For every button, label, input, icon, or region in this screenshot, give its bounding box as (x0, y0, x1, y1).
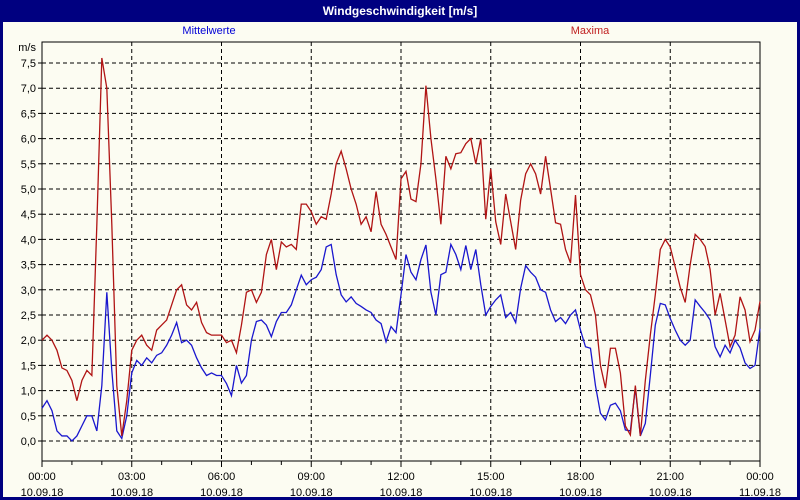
x-tick-date-label: 10.09.18 (649, 487, 692, 497)
y-tick-label: 3,0 (21, 285, 36, 297)
x-tick-time-label: 00:00 (746, 471, 774, 483)
x-tick-time-label: 03:00 (118, 471, 146, 483)
x-tick-date-label: 10.09.18 (380, 487, 423, 497)
x-tick-date-label: 10.09.18 (469, 487, 512, 497)
y-tick-label: 5,0 (21, 184, 36, 196)
x-tick-date-label: 10.09.18 (110, 487, 153, 497)
legend-item-maxima: Maxima (570, 25, 610, 37)
x-tick-time-label: 21:00 (656, 471, 684, 483)
x-tick-time-label: 12:00 (387, 471, 415, 483)
x-tick-time-label: 06:00 (208, 471, 236, 483)
x-tick-time-label: 18:00 (567, 471, 595, 483)
plot-border (41, 41, 761, 462)
x-tick-date-label: 10.09.18 (559, 487, 602, 497)
y-tick-label: 6,5 (21, 108, 36, 120)
legend-item-mittelwerte: Mittelwerte (182, 25, 236, 37)
series-line-maxima (41, 57, 761, 438)
y-tick-label: 3,5 (21, 260, 36, 272)
y-tick-label: 4,5 (21, 209, 36, 221)
window-title: Windgeschwindigkeit [m/s] (322, 4, 478, 18)
x-tick-date-label: 10.09.18 (200, 487, 243, 497)
chart-surface: Mittelwerte Maxima 0,0 0,5 1,0 1,5 2,0 2,5 3,0… (3, 22, 797, 497)
x-tick-time-label: 09:00 (297, 471, 325, 483)
x-axis-labels: 00:00 10.09.18 03:00 10.09.18 06:00 10.09.18 0… (21, 461, 781, 497)
x-tick-date-label: 11.09.18 (739, 487, 781, 497)
y-tick-label: 4,0 (21, 234, 36, 246)
y-axis-unit-label: m/s (18, 42, 36, 54)
y-tick-label: 2,5 (21, 310, 36, 322)
y-tick-label: 1,5 (21, 360, 36, 372)
y-tick-label: 0,0 (21, 436, 36, 448)
y-tick-label: 5,5 (21, 159, 36, 171)
y-tick-label: 7,0 (21, 83, 36, 95)
y-tick-label: 0,5 (21, 411, 36, 423)
x-tick-time-label: 15:00 (477, 471, 505, 483)
y-tick-label: 2,0 (21, 335, 36, 347)
x-tick-date-label: 10.09.18 (290, 487, 333, 497)
y-tick-label: 7,5 (21, 58, 36, 70)
y-tick-label: 1,0 (21, 386, 36, 398)
y-tick-label: 6,0 (21, 134, 36, 146)
window-titlebar: Windgeschwindigkeit [m/s] (0, 0, 800, 22)
x-gridlines (131, 42, 671, 461)
wind-speed-line-chart: 0,0 0,5 1,0 1,5 2,0 2,5 3,0 3,5 4,0 4,5 5,0 5,5 6,0 6… (18, 41, 781, 497)
x-tick-date-label: 10.09.18 (21, 487, 64, 497)
x-tick-time-label: 00:00 (28, 471, 56, 483)
y-axis-labels: 0,0 0,5 1,0 1,5 2,0 2,5 3,0 3,5 4,0 4,5 5,0 5,5 6,0 6… (18, 42, 42, 448)
